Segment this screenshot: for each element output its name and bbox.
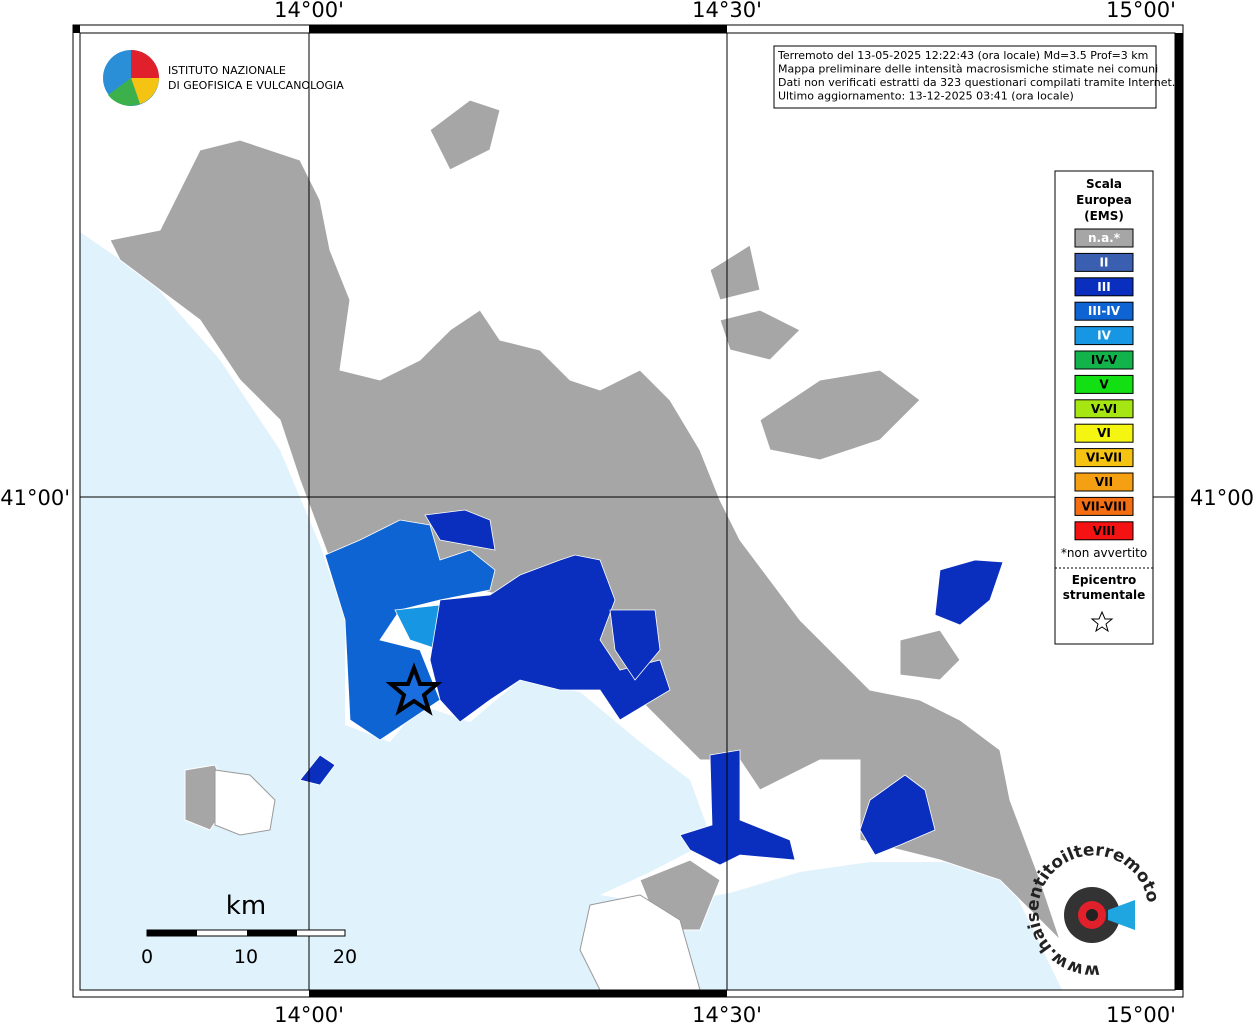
scale-bar-segment — [147, 930, 197, 936]
legend-swatch — [1074, 350, 1134, 370]
logo-text: ISTITUTO NAZIONALE — [168, 64, 286, 77]
logo-segment — [131, 50, 159, 78]
axis-label: 14°00' — [274, 1003, 344, 1024]
region-gray — [759, 369, 921, 461]
region-blue — [429, 554, 671, 723]
scale-tick-label: 10 — [234, 946, 258, 968]
legend-label: VI-VII — [1086, 451, 1122, 465]
frame-segment — [309, 25, 727, 33]
logo-segment — [108, 78, 140, 106]
axis-label: 15°00' — [1106, 1003, 1176, 1024]
legend-label: II — [1100, 255, 1109, 269]
legend-label: IV-V — [1091, 353, 1118, 367]
legend-label: VI — [1097, 426, 1111, 440]
legend-swatch — [1074, 521, 1134, 541]
logo-segment — [131, 78, 159, 104]
axis-label: 41°00' — [1190, 486, 1256, 510]
logo-ingv: ISTITUTO NAZIONALE DI GEOFISICA E VULCAN… — [103, 50, 344, 106]
info-line: Dati non verificati estratti da 323 ques… — [778, 76, 1175, 89]
legend-label: III-IV — [1088, 304, 1121, 318]
scale-tick-label: 20 — [333, 946, 357, 968]
sea — [80, 232, 1062, 990]
legend-swatch — [1074, 496, 1134, 516]
logo-text: DI GEOFISICA E VULCANOLOGIA — [168, 79, 344, 92]
legend-title: (EMS) — [1084, 209, 1124, 223]
logo-beam — [1108, 900, 1135, 930]
region-blue — [324, 519, 496, 741]
logo-circle — [1086, 909, 1098, 921]
legend-swatch — [1074, 252, 1134, 272]
scale-bar — [146, 929, 346, 937]
legend-label: VIII — [1093, 524, 1116, 538]
legend-swatch — [1074, 277, 1134, 297]
graticule — [80, 33, 1175, 990]
info-line: Mappa preliminare delle intensità macros… — [778, 63, 1158, 76]
legend-label: V — [1099, 377, 1109, 391]
epicenter-star — [385, 662, 443, 716]
legend-epicenter: Epicentro — [1072, 573, 1137, 587]
region-gray — [709, 244, 761, 301]
legend-label: VII-VIII — [1081, 499, 1126, 513]
legend-epicenter: strumentale — [1063, 588, 1146, 602]
legend-swatch — [1074, 301, 1134, 321]
legend-label: V-VI — [1091, 402, 1117, 416]
peninsula — [579, 894, 701, 990]
region-gray — [899, 629, 961, 681]
legend-swatch — [1074, 374, 1134, 394]
axis-label: 41°00' — [0, 486, 70, 510]
axis-label: 15°00' — [1106, 0, 1176, 22]
frame — [72, 24, 1184, 998]
frame-segment — [1175, 497, 1183, 990]
legend-label: n.a.* — [1088, 231, 1121, 245]
legend-swatch — [1074, 423, 1134, 443]
legend-swatch — [1074, 228, 1134, 248]
axis-label: 14°00' — [274, 0, 344, 22]
info-box — [773, 45, 1157, 109]
region-gray — [429, 99, 501, 171]
scale-bar-segment — [247, 930, 297, 936]
legend-swatch — [1074, 448, 1134, 468]
legend-star — [1090, 610, 1114, 633]
legend-title: Scala — [1086, 177, 1122, 191]
island — [214, 769, 276, 836]
info-line: Ultimo aggiornamento: 13-12-2025 03:41 (… — [778, 90, 1074, 103]
info-line: Terremoto del 13-05-2025 12:22:43 (ora l… — [777, 49, 1148, 62]
scale-unit: km — [226, 891, 266, 921]
legend-label: IV — [1097, 329, 1111, 343]
scale-tick-label: 0 — [141, 946, 153, 968]
legend-swatch — [1074, 399, 1134, 419]
region-blue — [679, 749, 796, 866]
frame-segment — [73, 25, 80, 33]
legend-note: *non avvertito — [1061, 546, 1147, 560]
region-blue — [859, 774, 936, 856]
region-gray — [719, 309, 801, 361]
legend-swatch — [1074, 472, 1134, 492]
region-blue — [609, 609, 661, 681]
legend-swatch — [1074, 326, 1134, 346]
frame-segment — [309, 990, 727, 997]
map-shapes — [80, 99, 1062, 990]
legend-title: Europea — [1076, 193, 1132, 207]
frame-segment — [1175, 33, 1183, 497]
legend-label: III — [1097, 280, 1110, 294]
axis-label: 14°30' — [692, 1003, 762, 1024]
legend-label: VII — [1095, 475, 1113, 489]
axis-label: 14°30' — [692, 0, 762, 22]
region-blue — [934, 559, 1004, 626]
region-blue — [424, 509, 496, 551]
